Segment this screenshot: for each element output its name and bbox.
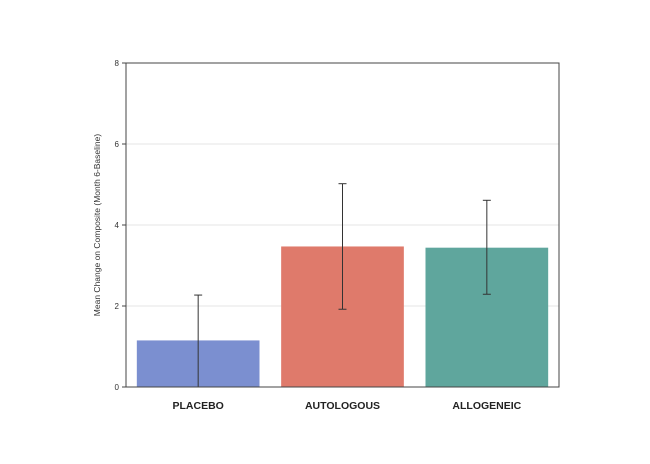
y-tick-label: 4: [115, 221, 120, 230]
category-label: ALLOGENEIC: [452, 400, 521, 412]
error-bars: [194, 183, 491, 388]
y-tick-label: 0: [115, 383, 120, 392]
y-tick-label: 8: [115, 59, 120, 68]
category-label: PLACEBO: [172, 400, 223, 412]
category-label: AUTOLOGOUS: [305, 400, 380, 412]
y-axis-ticks: 0 2 4 6 8: [115, 59, 126, 392]
y-axis-title: Mean Change on Composite (Month 6-Baseli…: [92, 134, 102, 317]
y-tick-label: 2: [115, 302, 120, 311]
x-axis-labels: PLACEBO AUTOLOGOUS ALLOGENEIC: [172, 400, 521, 412]
y-tick-label: 6: [115, 140, 120, 149]
